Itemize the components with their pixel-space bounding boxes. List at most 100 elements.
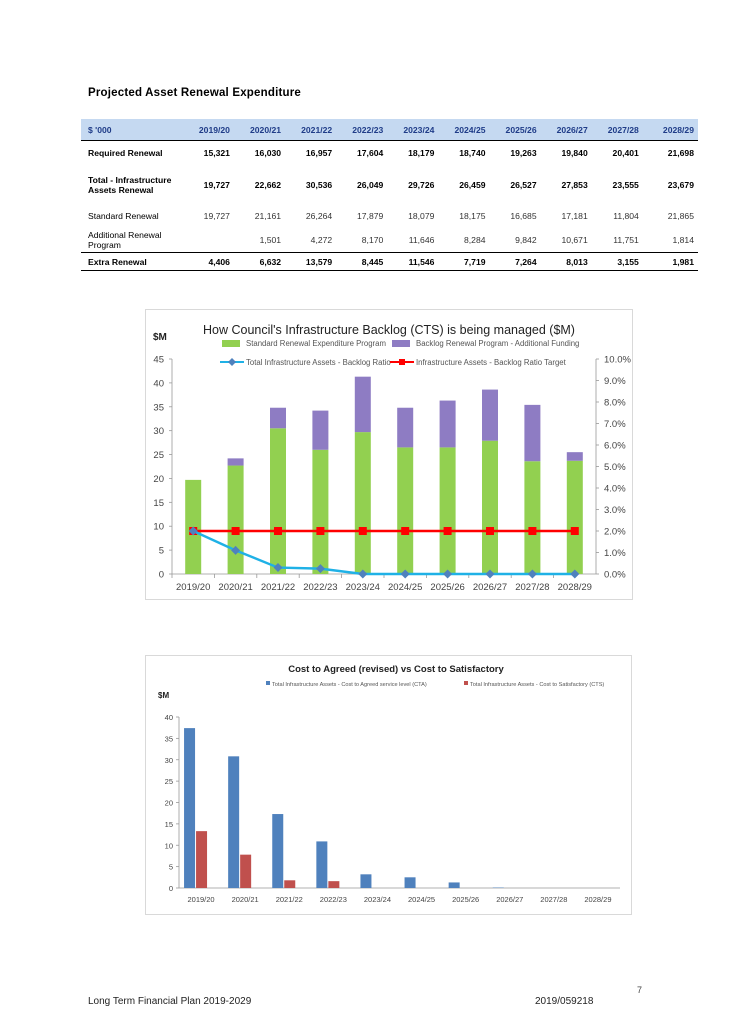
table-cell: 11,646: [408, 234, 435, 245]
table-cell: 30,536: [305, 180, 333, 190]
legend-label: Total Infrastructure Assets - Cost to Sa…: [470, 682, 604, 688]
table-cell: 23,555: [612, 180, 639, 190]
table-cell: 18,175: [459, 211, 486, 221]
y2-tick-label: 2.0%: [604, 527, 626, 538]
bar-cts: [328, 881, 340, 888]
page-number: 7: [637, 985, 643, 995]
header-year: 2028/29: [642, 119, 698, 141]
x-tick-label: 2025/26: [430, 582, 464, 593]
table-cell: 17,604: [357, 148, 384, 158]
y2-tick-label: 3.0%: [604, 505, 626, 516]
y-tick-label: 40: [165, 713, 173, 722]
point-backlog-ratio: [273, 563, 283, 573]
x-tick-label: 2024/25: [408, 895, 435, 904]
table-cell: 19,727: [203, 180, 230, 190]
y-tick-label: 25: [165, 777, 173, 786]
table-cell: 8,170: [361, 234, 384, 245]
footer-document-title: Long Term Financial Plan 2019-2029: [88, 996, 252, 1007]
table-cell: 26,264: [305, 211, 333, 221]
x-tick-label: 2024/25: [388, 582, 422, 593]
bar-backlog-renewal: [270, 407, 286, 429]
y-tick-label: 45: [153, 355, 164, 366]
point-backlog-ratio-target: [358, 527, 367, 535]
table-cell: 7,264: [489, 252, 541, 271]
row-label: Additional Renewal Program: [88, 229, 162, 250]
table-cell: 19,727: [203, 211, 230, 221]
point-backlog-ratio: [231, 545, 241, 555]
y2-tick-label: 6.0%: [604, 441, 626, 452]
x-tick-label: 2020/21: [232, 895, 259, 904]
y-tick-label: 15: [153, 498, 164, 509]
y2-tick-label: 8.0%: [604, 398, 626, 409]
y2-tick-label: 9.0%: [604, 376, 626, 387]
x-tick-label: 2026/27: [496, 895, 523, 904]
table-cell: 17,181: [561, 211, 588, 221]
section-title: Projected Asset Renewal Expenditure: [88, 87, 302, 99]
table-cell: 4,406: [182, 252, 234, 271]
point-backlog-ratio-target: [570, 527, 579, 535]
table-cell: 15,321: [203, 148, 230, 158]
header-year: 2019/20: [182, 119, 234, 141]
cost-chart-svg: Cost to Agreed (revised) vs Cost to Sati…: [158, 664, 620, 904]
x-tick-label: 2023/24: [364, 895, 391, 904]
line-backlog-ratio: [192, 529, 575, 576]
table-row: Extra Renewal 4,406 6,632 13,579 8,445 11,546…: [81, 252, 698, 271]
x-tick-label: 2019/20: [176, 582, 210, 593]
header-year: 2021/22: [285, 119, 337, 141]
y2-tick-label: 5.0%: [604, 462, 626, 473]
header-year: 2026/27: [540, 119, 592, 141]
row-label: Extra Renewal: [81, 252, 183, 271]
table-cell: 17,879: [357, 211, 384, 221]
x-tick-label: 2019/20: [187, 895, 214, 904]
x-tick-label: 2023/24: [346, 582, 380, 593]
y-tick-label: 20: [165, 799, 173, 808]
table-cell: 1,981: [642, 252, 698, 271]
header-year: 2020/21: [233, 119, 286, 141]
bar-standard-renewal: [482, 440, 498, 574]
legend-label: Infrastructure Assets - Backlog Ratio Ta…: [416, 358, 567, 367]
table-cell: 8,284: [464, 234, 486, 245]
legend-label: Total Infrastructure Assets - Cost to Ag…: [272, 682, 427, 688]
table-cell: 11,804: [613, 211, 639, 221]
bar-cta: [448, 882, 460, 888]
table-cell: 19,263: [510, 148, 537, 158]
y-tick-label: 40: [153, 378, 164, 389]
point-backlog-ratio: [527, 569, 537, 579]
bar-standard-renewal: [397, 447, 414, 574]
x-tick-label: 2027/28: [540, 895, 567, 904]
bar-backlog-renewal: [227, 458, 244, 466]
point-backlog-ratio-target: [401, 527, 410, 535]
table-cell: 8,013: [540, 252, 592, 271]
point-backlog-ratio-target: [528, 527, 537, 535]
bar-backlog-renewal: [312, 410, 329, 450]
bar-cta: [272, 814, 284, 888]
table-row: Additional Renewal Program 1,501 4,272 8,17…: [81, 227, 698, 253]
legend-label: Total Infrastructure Assets - Backlog Ra…: [246, 358, 391, 367]
table-cell: 1,501: [259, 234, 282, 245]
legend-label: Backlog Renewal Program - Additional Fun…: [416, 339, 579, 348]
backlog-chart-svg: How Council's Infrastructure Backlog (CT…: [153, 323, 631, 593]
bar-cts: [196, 831, 208, 888]
table-cell: [183, 227, 234, 253]
table-cell: 7,719: [438, 252, 490, 271]
chart-title: Cost to Agreed (revised) vs Cost to Sati…: [288, 664, 504, 675]
bar-backlog-renewal: [566, 452, 583, 461]
table-cell: 16,685: [510, 211, 537, 221]
x-tick-label: 2020/21: [218, 582, 252, 593]
y-tick-label: 20: [153, 474, 164, 485]
legend-label: Standard Renewal Expenditure Program: [246, 339, 386, 348]
y-tick-label: 0: [169, 884, 173, 893]
x-tick-label: 2026/27: [473, 582, 507, 593]
x-tick-label: 2027/28: [515, 582, 549, 593]
bar-cta: [184, 728, 196, 888]
table-cell: 4,272: [310, 234, 333, 245]
table-cell: 20,401: [612, 148, 639, 158]
bar-standard-renewal: [566, 460, 583, 574]
bar-standard-renewal: [439, 447, 456, 574]
x-tick-label: 2021/22: [276, 895, 303, 904]
header-year: 2023/24: [387, 119, 439, 141]
y-axis-label: $M: [158, 691, 169, 700]
table-cell: 9,842: [515, 234, 537, 245]
table-cell: 6,632: [233, 252, 286, 271]
y-tick-label: 5: [159, 546, 164, 557]
